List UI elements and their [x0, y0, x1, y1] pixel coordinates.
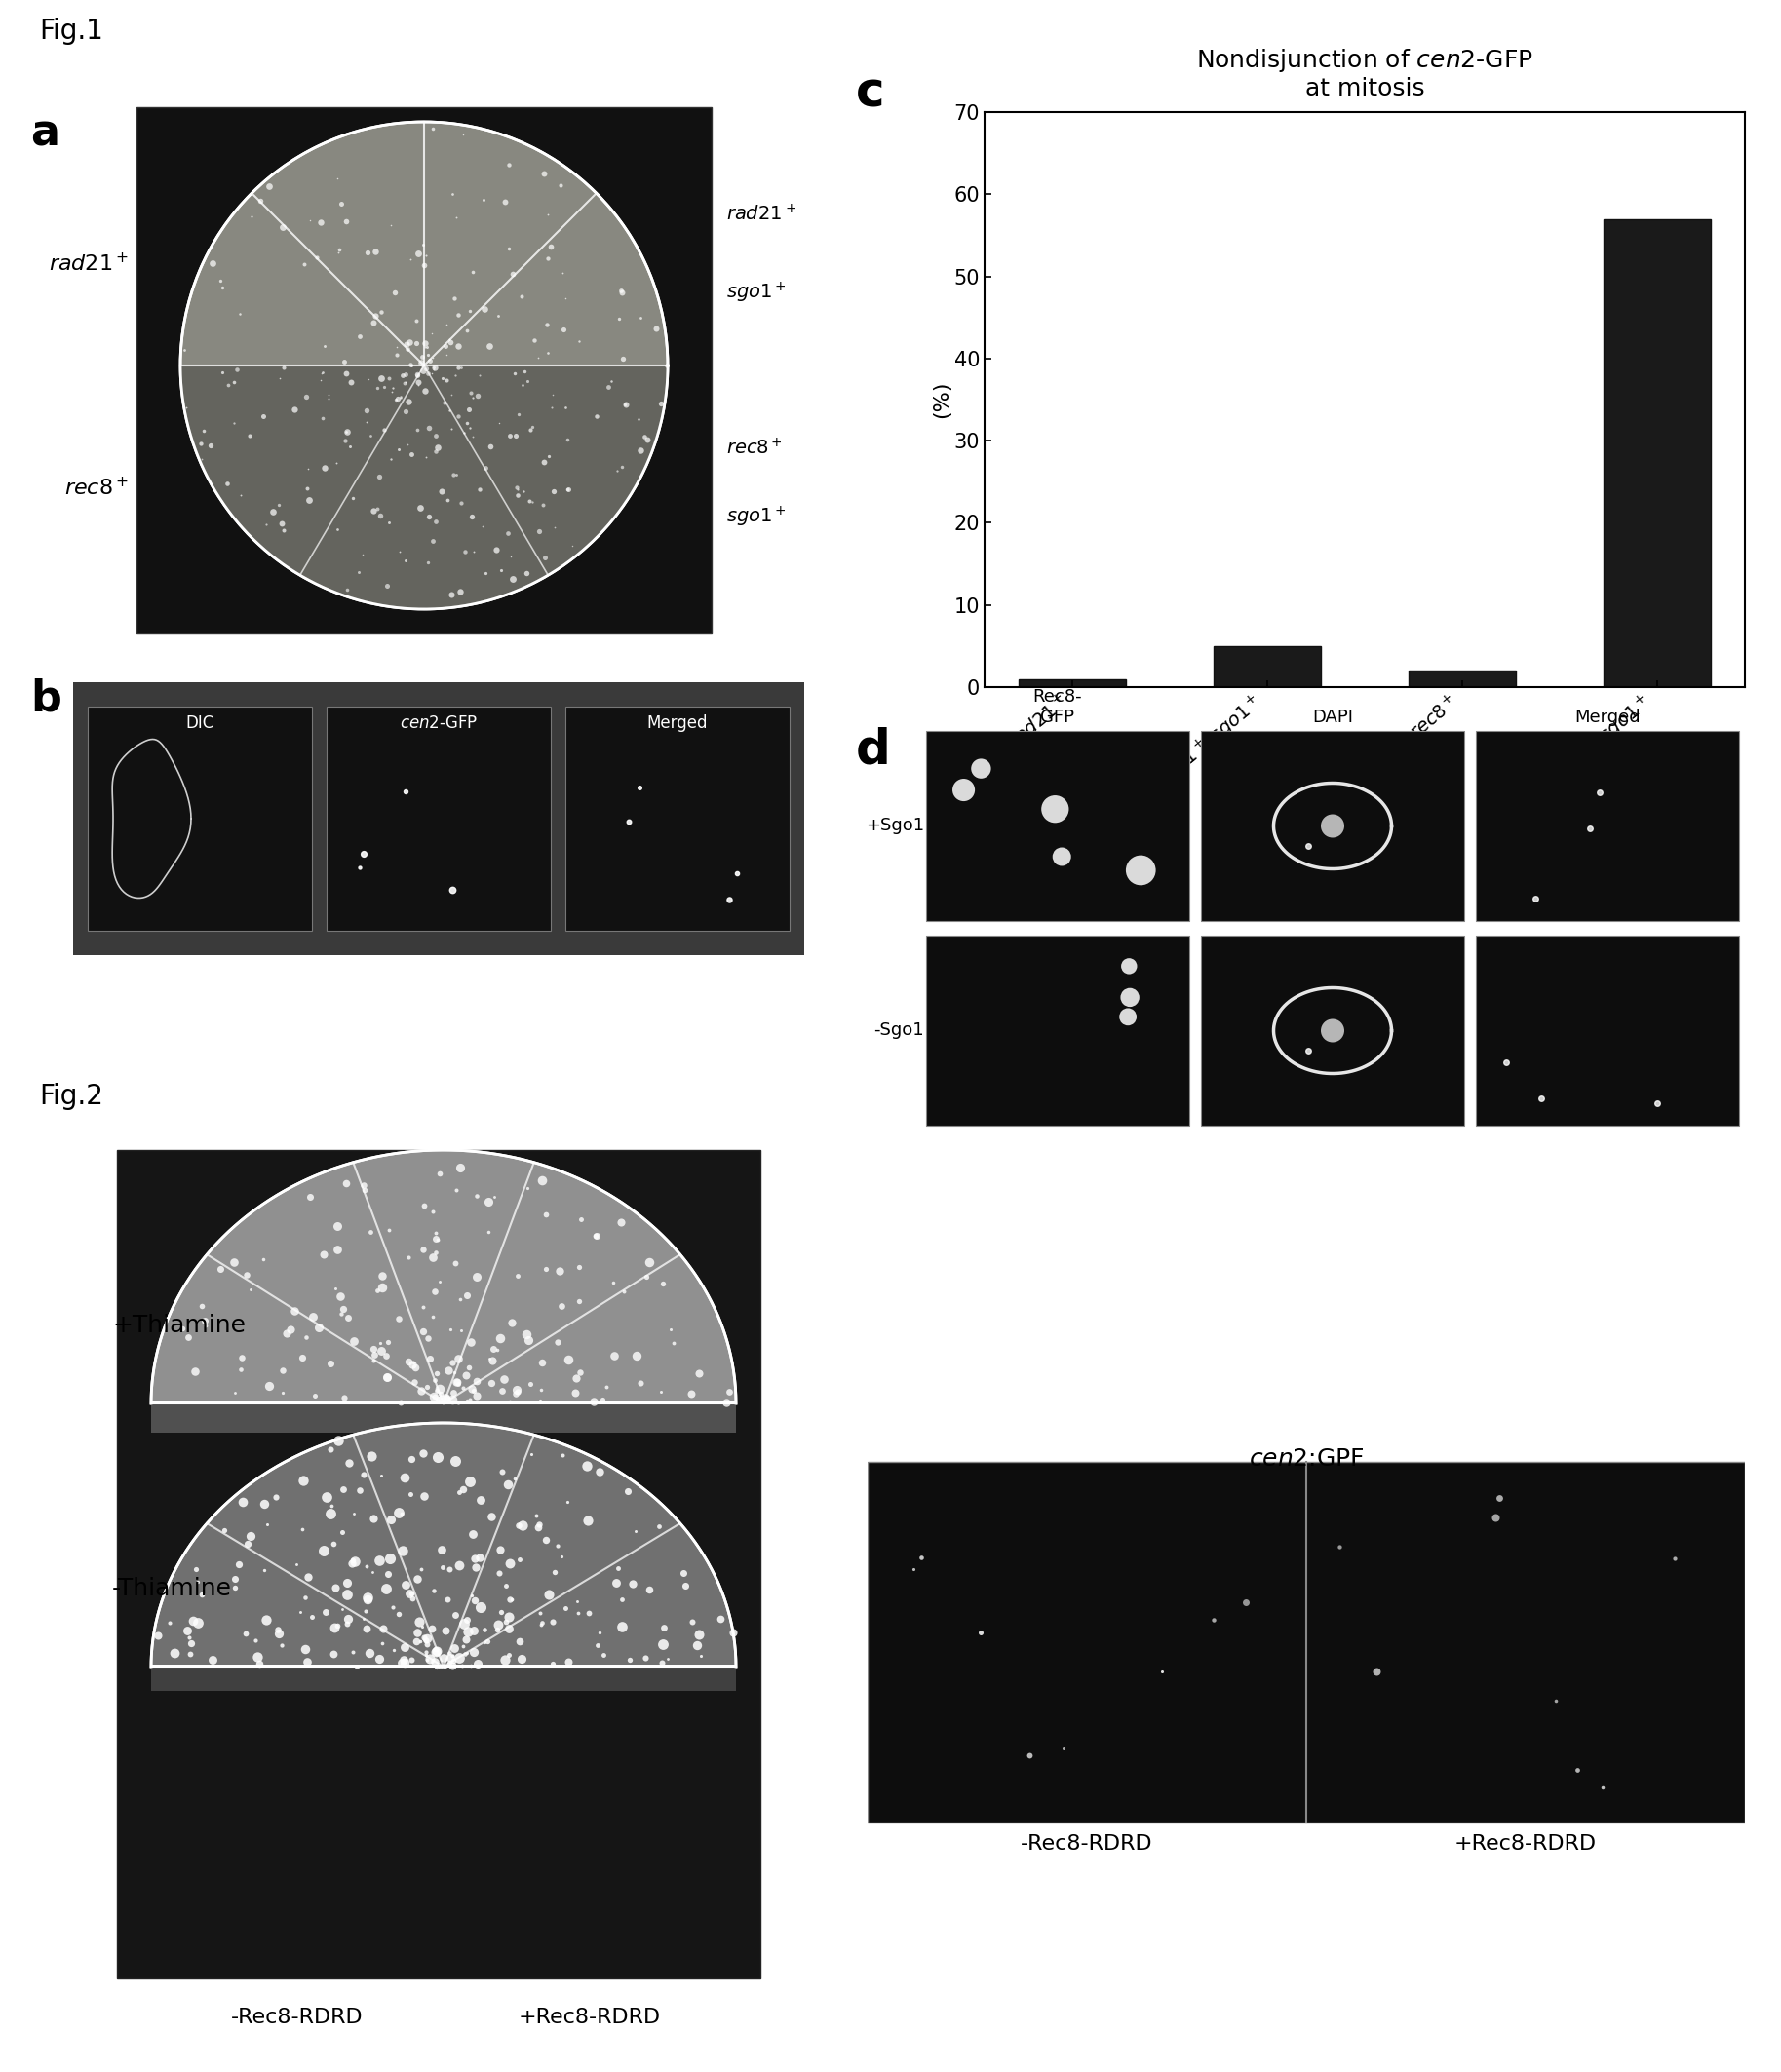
- Text: -Sgo1: -Sgo1: [874, 1021, 924, 1040]
- Bar: [1476, 731, 1738, 920]
- Bar: [1019, 680, 1126, 688]
- Circle shape: [1322, 814, 1345, 837]
- Text: +Sgo1: +Sgo1: [866, 816, 924, 835]
- Y-axis label: (%): (%): [931, 381, 951, 419]
- Circle shape: [1126, 856, 1156, 885]
- Bar: [1476, 937, 1738, 1125]
- Bar: [151, 1403, 736, 1432]
- Text: +Rec8-RDRD: +Rec8-RDRD: [1455, 1834, 1598, 1854]
- Text: +Thiamine: +Thiamine: [112, 1314, 246, 1336]
- Text: $\it{cen2}$-GFP: $\it{cen2}$-GFP: [399, 715, 477, 731]
- Text: $\it{rec8}$$^+$: $\it{rec8}$$^+$: [727, 437, 784, 458]
- Bar: [87, 707, 312, 930]
- Polygon shape: [151, 1150, 736, 1403]
- Bar: [1215, 646, 1322, 688]
- Polygon shape: [151, 1423, 736, 1666]
- Text: $\it{sgo1}$$^+$: $\it{sgo1}$$^+$: [727, 503, 787, 528]
- Text: $\it{rad21}$$^+$: $\it{rad21}$$^+$: [48, 253, 128, 274]
- Text: $\it{cen2}$:GPF: $\it{cen2}$:GPF: [1248, 1446, 1364, 1471]
- Bar: [926, 937, 1190, 1125]
- Text: Merged: Merged: [647, 715, 709, 731]
- Text: $\it{sgo1}$$^+$: $\it{sgo1}$$^+$: [727, 280, 787, 305]
- Text: a: a: [30, 114, 59, 155]
- Circle shape: [180, 122, 668, 609]
- Bar: [1200, 731, 1464, 920]
- Text: -Rec8-RDRD: -Rec8-RDRD: [1021, 1834, 1152, 1854]
- Text: -Rec8-RDRD: -Rec8-RDRD: [232, 2008, 363, 2026]
- Title: Nondisjunction of $\it{cen2}$-GFP
at mitosis: Nondisjunction of $\it{cen2}$-GFP at mit…: [1197, 46, 1533, 102]
- Bar: [1603, 220, 1710, 688]
- Text: Rec8-
GFP: Rec8- GFP: [1033, 688, 1083, 725]
- Text: Merged: Merged: [1574, 709, 1640, 725]
- Text: c: c: [857, 68, 885, 116]
- Bar: [151, 1666, 736, 1691]
- Bar: [926, 731, 1190, 920]
- Text: DIC: DIC: [185, 715, 214, 731]
- Text: $\it{rad21}$$^+$: $\it{rad21}$$^+$: [727, 203, 796, 224]
- Circle shape: [1053, 847, 1070, 866]
- Bar: [1200, 937, 1464, 1125]
- Circle shape: [1322, 1019, 1345, 1042]
- Bar: [1409, 671, 1516, 688]
- Text: -Thiamine: -Thiamine: [112, 1577, 232, 1600]
- Text: Fig.2: Fig.2: [39, 1084, 103, 1111]
- Circle shape: [1120, 957, 1136, 974]
- Polygon shape: [180, 365, 668, 609]
- Text: +Rec8-RDRD: +Rec8-RDRD: [518, 2008, 661, 2026]
- Bar: [137, 108, 712, 634]
- Circle shape: [971, 758, 990, 779]
- Circle shape: [1042, 796, 1069, 823]
- Circle shape: [1120, 988, 1140, 1007]
- Circle shape: [1118, 1009, 1136, 1026]
- Circle shape: [953, 779, 974, 802]
- Text: DAPI: DAPI: [1313, 709, 1354, 725]
- Text: Fig.1: Fig.1: [39, 19, 103, 46]
- Text: $\it{rec8}$$^+$: $\it{rec8}$$^+$: [64, 477, 128, 499]
- Text: d: d: [857, 727, 890, 773]
- Text: b: b: [30, 678, 61, 721]
- Bar: [326, 707, 550, 930]
- Bar: [565, 707, 789, 930]
- Bar: [867, 1463, 1745, 1823]
